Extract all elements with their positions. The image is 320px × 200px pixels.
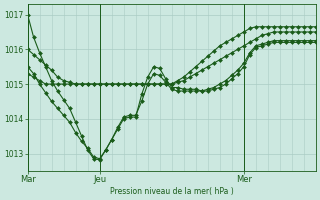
X-axis label: Pression niveau de la mer( hPa ): Pression niveau de la mer( hPa ) xyxy=(110,187,234,196)
